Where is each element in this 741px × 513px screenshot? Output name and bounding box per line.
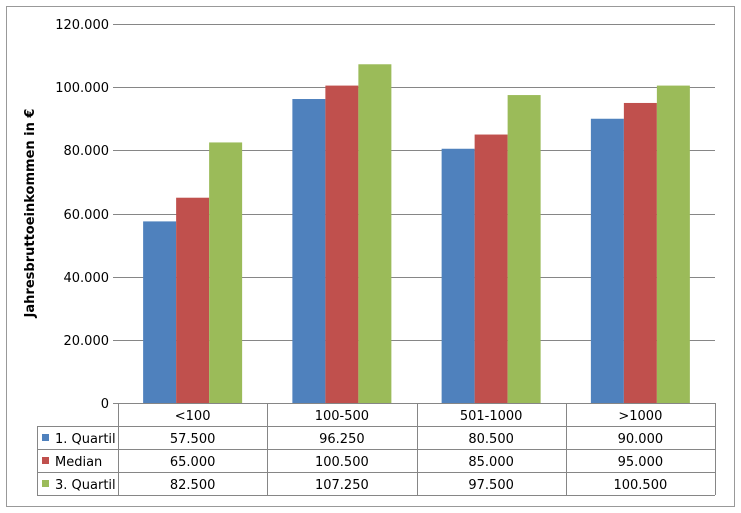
- y-axis-ticks: 0 20.000 40.000 60.000 80.000 100.000 120.000: [55, 18, 118, 412]
- bar-1-1: [143, 221, 177, 403]
- table-value-cell: 95.000: [618, 455, 664, 470]
- table-value-cell: 97.500: [468, 478, 514, 493]
- bar-2-4: [623, 102, 657, 403]
- table-value-cell: 96.250: [319, 432, 365, 447]
- y-tick-label: 0: [101, 397, 109, 412]
- y-tick-label: 120.000: [55, 18, 109, 33]
- bar-3-4: [656, 85, 690, 404]
- bar-1-3: [441, 148, 475, 403]
- x-category-label: >1000: [618, 409, 662, 424]
- bars: [143, 64, 690, 404]
- table-value-cell: 90.000: [618, 432, 664, 447]
- y-tick-label: 60.000: [64, 208, 110, 223]
- table-value-cell: 65.000: [170, 455, 216, 470]
- legend-series-name: 3. Quartil: [55, 478, 116, 493]
- table-value-cell: 80.500: [468, 432, 514, 447]
- x-category-label: <100: [175, 409, 211, 424]
- y-tick-label: 100.000: [55, 81, 109, 96]
- bar-2-1: [176, 197, 210, 403]
- bar-2-3: [474, 134, 508, 403]
- y-tick-label: 80.000: [64, 144, 110, 159]
- bar-2-2: [325, 85, 359, 404]
- legend-swatch: [42, 434, 49, 441]
- table-value-cell: 57.500: [170, 432, 216, 447]
- legend-series-name: Median: [55, 455, 102, 470]
- legend-series-name: 1. Quartil: [55, 432, 116, 447]
- x-category-label: 100-500: [315, 409, 369, 424]
- table-value-cell: 85.000: [468, 455, 514, 470]
- table-value-cell: 100.500: [613, 478, 667, 493]
- table-value-cell: 82.500: [170, 478, 216, 493]
- legend-swatch: [42, 457, 49, 464]
- x-category-label: 501-1000: [460, 409, 523, 424]
- data-table: <100 100-500 501-1000 >1000 1. Quartil 57.500…: [37, 403, 716, 496]
- y-axis-label: Jahresbruttoeinkommen in €: [23, 109, 38, 319]
- y-tick-label: 40.000: [64, 271, 110, 286]
- bar-1-2: [292, 99, 326, 404]
- bar-3-1: [209, 142, 243, 403]
- legend-swatch: [42, 480, 49, 487]
- bar-1-4: [590, 118, 624, 403]
- table-value-cell: 100.500: [315, 455, 369, 470]
- bar-3-3: [507, 95, 541, 403]
- table-value-cell: 107.250: [315, 478, 369, 493]
- y-tick-label: 20.000: [64, 334, 110, 349]
- bar-3-2: [358, 64, 392, 404]
